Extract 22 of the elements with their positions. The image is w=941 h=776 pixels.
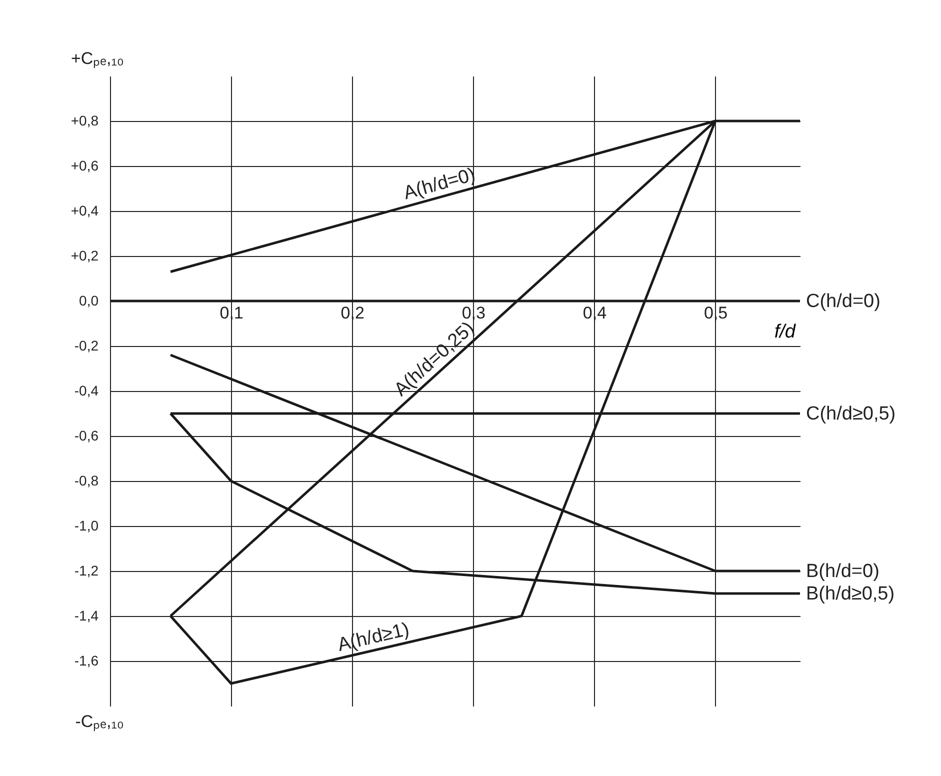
series-label: B(h/d≥0,5) bbox=[806, 584, 895, 604]
y-tick-label: -0,8 bbox=[74, 472, 99, 488]
y-tick-label: -0,2 bbox=[74, 338, 99, 354]
y-tick-label: +0,6 bbox=[70, 158, 99, 174]
y-tick-label: +0,4 bbox=[70, 202, 99, 218]
y-tick-label: 0,0 bbox=[79, 292, 99, 308]
text: A(h/d=0) bbox=[401, 164, 478, 204]
x-axis-title: f/d bbox=[774, 322, 797, 342]
y-tick-label: -0,6 bbox=[74, 428, 99, 444]
y-tick-label: -1,2 bbox=[74, 562, 99, 578]
text: A(h/d≥1) bbox=[336, 619, 412, 656]
series-label: B(h/d=0) bbox=[806, 561, 880, 582]
series-label: C(h/d=0) bbox=[806, 291, 880, 312]
y-tick-label: -0,4 bbox=[74, 382, 99, 398]
y-tick-label: -1,6 bbox=[74, 652, 99, 668]
y-tick-label: -1,0 bbox=[74, 518, 99, 534]
text: -Cₚₑ,₁₀ bbox=[75, 712, 124, 732]
y-axis-title: +Cₚₑ,₁₀ bbox=[70, 49, 124, 69]
series-label: C(h/d≥0,5) bbox=[806, 404, 896, 424]
y-tick-label: +0,2 bbox=[70, 248, 99, 264]
y-tick-label: -1,4 bbox=[74, 608, 99, 624]
y-tick-label: +0,8 bbox=[70, 112, 99, 128]
